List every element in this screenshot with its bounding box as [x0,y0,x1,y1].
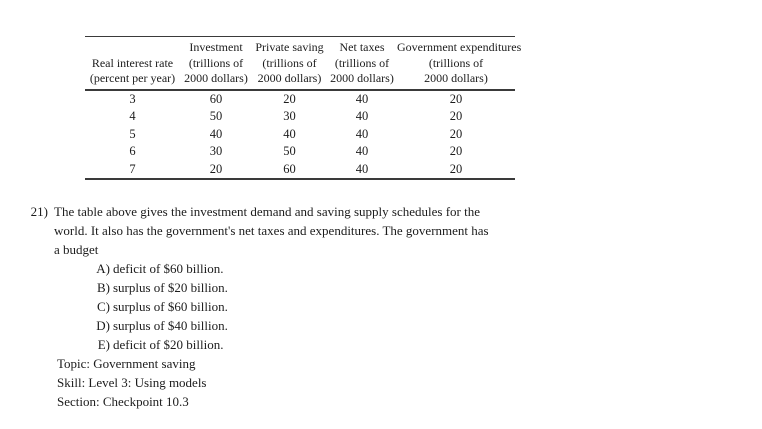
question-first-line: 21) The table above gives the investment … [29,202,749,221]
choice-text: deficit of $20 billion. [113,337,224,352]
table-cell: 20 [449,91,463,106]
header-line: (trillions of [334,55,390,70]
choice-a: A) deficit of $60 billion. [95,259,749,278]
table-cell: 40 [355,91,369,106]
choice-label: B) [97,280,110,295]
table-cell: 40 [355,161,369,176]
choice-b: B) surplus of $20 billion. [95,278,749,297]
col-header-private-saving: Private saving (trillions of 2000 dollar… [252,37,327,90]
topic-line: Topic: Government saving [57,356,196,371]
header-line: 2000 dollars) [184,71,248,85]
table-cell: 5 [129,126,136,141]
choice-text: deficit of $60 billion. [113,261,224,276]
table-cell: 20 [449,126,463,141]
saving-investment-table: Real interest rate (percent per year) In… [85,36,522,180]
table-cell: 20 [449,144,463,158]
section-line: Section: Checkpoint 10.3 [57,394,189,409]
table-cell: 60 [209,91,223,106]
table-row: 4 50 30 40 20 [85,108,515,126]
table-cell: 50 [209,109,223,123]
table-cell: 40 [355,109,369,123]
header-line: 2000 dollars) [424,71,488,85]
header-line: Private saving [255,40,324,54]
header-line: Investment [189,40,243,54]
table-cell: 20 [449,109,463,123]
table-row: 3 60 20 40 20 [85,90,515,109]
header-line: 2000 dollars) [257,71,322,85]
table-cell: 50 [283,144,296,158]
table-cell: 40 [283,126,296,141]
choice-d: D) surplus of $40 billion. [95,316,749,335]
question-text-line: a budget [54,242,99,257]
header-line: Government expenditures [397,40,522,54]
table-cell: 6 [129,144,136,158]
table-cell: 40 [355,144,369,158]
table-cell: 30 [283,109,296,123]
col-header-real-interest-rate: Real interest rate (percent per year) [85,37,180,90]
choice-e: E) deficit of $20 billion. [95,335,749,354]
header-line: (trillions of [262,55,317,70]
question-number: 21) [30,204,48,219]
choice-label: D) [96,318,110,333]
table-row: 6 30 50 40 20 [85,143,515,161]
table-cell: 40 [209,126,223,141]
header-line: 2000 dollars) [330,71,394,85]
table-cell: 20 [283,91,296,106]
table-cell: 20 [209,161,223,176]
choice-text: surplus of $20 billion. [113,280,228,295]
table-cell: 30 [209,144,223,158]
table-cell: 3 [129,91,136,106]
table-cell: 40 [355,126,369,141]
question-block: 21) The table above gives the investment … [29,202,749,411]
choice-text: surplus of $60 billion. [113,299,228,314]
choice-label: A) [96,261,110,276]
table-cell: 20 [449,161,463,176]
choice-text: surplus of $40 billion. [113,318,228,333]
table-cell: 4 [129,109,136,123]
header-line: Real interest rate [91,55,174,70]
skill-line: Skill: Level 3: Using models [57,375,207,390]
header-line: (trillions of [428,55,484,70]
choice-c: C) surplus of $60 billion. [95,297,749,316]
header-line: Net taxes [339,40,385,54]
header-line: (percent per year) [89,71,176,85]
question-text-line: world. It also has the government's net … [54,223,489,238]
question-text-line: The table above gives the investment dem… [54,204,480,219]
col-header-government-expenditures: Government expenditures (trillions of 20… [397,37,522,90]
table-row: 7 20 60 40 20 [85,161,515,180]
table-cell: 7 [129,161,136,176]
choice-label: E) [97,337,110,352]
header-line: (trillions of [188,55,244,70]
table-header-row: Real interest rate (percent per year) In… [85,37,522,90]
table-cell: 60 [283,161,296,176]
choice-label: C) [97,299,110,314]
col-header-net-taxes: Net taxes (trillions of 2000 dollars) [327,37,397,90]
table-row: 5 40 40 40 20 [85,126,515,144]
col-header-investment: Investment (trillions of 2000 dollars) [180,37,252,90]
